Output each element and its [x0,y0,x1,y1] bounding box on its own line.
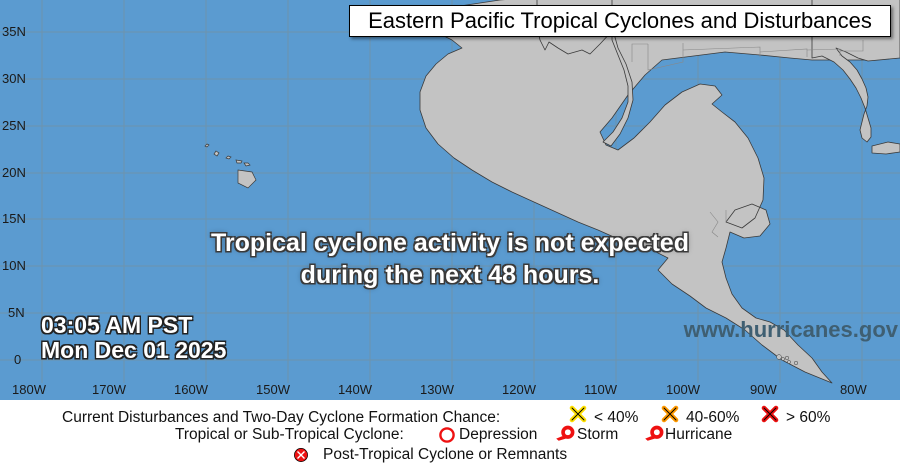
svg-text:130W: 130W [420,382,455,397]
svg-text:120W: 120W [502,382,537,397]
svg-text:90W: 90W [750,382,777,397]
svg-text:150W: 150W [256,382,291,397]
svg-text:100W: 100W [666,382,701,397]
svg-text:80W: 80W [840,382,867,397]
svg-text:110W: 110W [584,382,618,397]
svg-text:30N: 30N [2,71,26,86]
svg-text:160W: 160W [174,382,209,397]
svg-text:15N: 15N [2,211,26,226]
svg-text:140W: 140W [338,382,373,397]
svg-text:25N: 25N [2,118,26,133]
svg-text:35N: 35N [2,24,26,39]
svg-text:0: 0 [14,352,21,367]
svg-text:180W: 180W [12,382,47,397]
svg-text:170W: 170W [92,382,127,397]
svg-text:20N: 20N [2,165,26,180]
svg-text:5N: 5N [8,305,25,320]
